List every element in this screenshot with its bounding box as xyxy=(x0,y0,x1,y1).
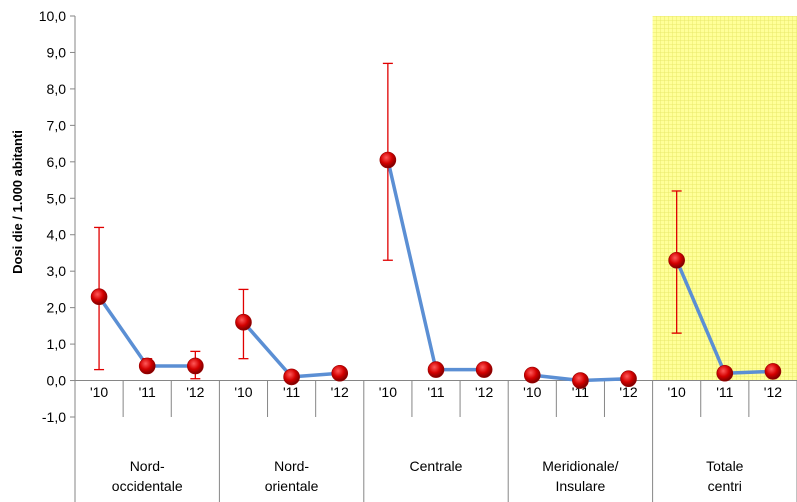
group-label-line: orientale xyxy=(265,478,319,494)
data-point xyxy=(90,288,108,306)
y-tick-label: 10,0 xyxy=(39,8,66,24)
x-tick-label: '10 xyxy=(90,384,108,400)
y-tick-label: 6,0 xyxy=(47,154,67,170)
x-tick-label: '11 xyxy=(716,384,733,400)
y-tick-label: 0,0 xyxy=(47,373,67,389)
data-point xyxy=(331,364,349,382)
group-label-line: Totale xyxy=(706,458,744,474)
y-tick-label: 5,0 xyxy=(47,190,67,206)
x-tick-label: '11 xyxy=(139,384,156,400)
data-point xyxy=(475,361,493,378)
x-tick-label: '12 xyxy=(764,384,782,400)
x-tick-label: '11 xyxy=(572,384,589,400)
group-label: Nord-orientale xyxy=(265,458,319,494)
y-tick-label: 7,0 xyxy=(47,117,67,133)
group-label: Meridionale/Insulare xyxy=(542,458,618,494)
data-point xyxy=(523,366,541,384)
data-point xyxy=(379,151,397,169)
x-tick-label: '10 xyxy=(523,384,541,400)
highlight-band-layer xyxy=(652,16,797,381)
highlight-band xyxy=(652,16,797,381)
group-label: Centrale xyxy=(410,458,463,474)
series-line xyxy=(386,159,485,372)
y-tick-label: 3,0 xyxy=(47,263,67,279)
y-tick-label: 4,0 xyxy=(47,227,67,243)
data-point xyxy=(235,313,252,331)
data-point xyxy=(138,357,156,375)
x-tick-label: '10 xyxy=(234,384,252,400)
data-point xyxy=(764,363,782,380)
group-label-line: Nord- xyxy=(130,458,165,474)
x-tick-label: '12 xyxy=(475,384,493,400)
data-point xyxy=(668,251,685,269)
group-label-line: centri xyxy=(708,478,742,494)
y-tick-label: 2,0 xyxy=(47,300,67,316)
series-line xyxy=(97,295,196,368)
data-point xyxy=(187,357,204,375)
y-axis-title: Dosi die / 1.000 abitanti xyxy=(10,130,25,274)
group-label-line: Insulare xyxy=(555,478,605,494)
group-label: Totale centri xyxy=(706,458,744,494)
data-point xyxy=(427,361,445,378)
x-tick-label: '10 xyxy=(668,384,686,400)
x-tick-label: '11 xyxy=(283,384,300,400)
y-tick-label: 9,0 xyxy=(47,44,67,60)
data-point xyxy=(620,370,637,388)
axes-layer: -1,0 0,0 1,0 2,0 3,0 4,0 5,0 6,0 7,0 8,0 9,0 10,0 '1… xyxy=(39,8,797,502)
x-tick-label: '12 xyxy=(186,384,204,400)
x-tick-label: '12 xyxy=(619,384,637,400)
data-point xyxy=(572,372,589,389)
group-label-line: Meridionale/ xyxy=(542,458,618,474)
data-point xyxy=(716,364,734,382)
y-tick-label: -1,0 xyxy=(42,409,66,425)
y-tick-label: 1,0 xyxy=(47,336,67,352)
group-label-line: occidentale xyxy=(112,478,183,494)
x-tick-label: '10 xyxy=(379,384,397,400)
y-tick-label: 8,0 xyxy=(47,81,67,97)
group-label-line: Centrale xyxy=(410,458,463,474)
group-label: Nord-occidentale xyxy=(112,458,183,494)
series-layer xyxy=(90,62,782,389)
x-tick-label: '11 xyxy=(427,384,444,400)
data-point xyxy=(283,368,300,386)
group-label-line: Nord- xyxy=(274,458,309,474)
x-tick-label: '12 xyxy=(331,384,349,400)
